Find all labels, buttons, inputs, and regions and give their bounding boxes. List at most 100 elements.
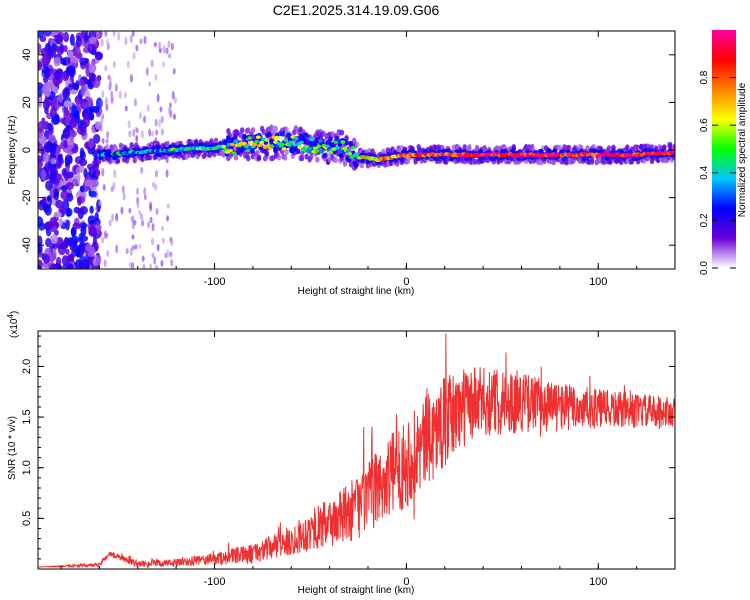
spectrogram-ridge-core: [252, 142, 258, 147]
colorbar: 0.0 0.2 0.4 0.6 0.8 Normalized spectral ampl…: [699, 30, 748, 275]
spectrogram-halo-cell: [566, 144, 572, 151]
spectrogram-noise-cell: [120, 206, 124, 215]
spectrogram-noise-cell: [47, 134, 56, 142]
spectrogram-ridge-core: [231, 151, 237, 155]
spectrogram-noise-cell: [171, 90, 175, 100]
snr-ytick-label: 1.5: [21, 409, 33, 424]
spectrogram-noise-cell: [84, 107, 93, 114]
spectrogram-noise-cell: [108, 81, 112, 89]
spectrogram-noise-cell: [106, 42, 110, 51]
spectrogram-halo-cell: [250, 127, 256, 134]
spectrogram-halo-cell: [276, 154, 282, 161]
spectrogram-noise-cell: [49, 234, 59, 244]
spectrogram-noise-cell: [57, 153, 62, 164]
spectrogram-halo-cell: [284, 149, 289, 156]
spectrogram-noise-cell: [38, 82, 44, 89]
spectrogram-noise-cell: [44, 107, 49, 115]
spectrogram-noise-cell: [56, 34, 64, 45]
spectrogram-noise-cell: [45, 86, 51, 98]
spectrogram-noise-cell: [102, 184, 106, 191]
spectrogram-ridge-core: [328, 150, 334, 155]
spectrogram-noise-cell: [115, 244, 119, 254]
snr-xtick-label: 100: [589, 576, 607, 588]
spectrogram-noise-cell: [143, 35, 147, 45]
spectrogram-noise-cell: [132, 128, 136, 138]
spectrogram-ridge-core: [243, 144, 249, 149]
spectrogram-noise-cell: [143, 194, 147, 200]
spectrogram-ridge-core: [335, 146, 341, 150]
spectrogram-noise-cell: [53, 211, 62, 218]
spectrogram-noise-cell: [111, 213, 115, 222]
spectrogram-noise-cell: [156, 93, 160, 103]
spectrogram-noise-cell: [63, 100, 73, 108]
spectrogram-noise-cell: [38, 31, 44, 39]
spectrogram-ridge-core: [242, 141, 247, 146]
spectrogram-noise-cell: [95, 254, 102, 266]
spectrogram-noise-cell: [38, 222, 46, 231]
spectrogram-noise-cell: [101, 167, 105, 177]
spectrogram-noise-cell: [128, 207, 132, 214]
figure-title: C2E1.2025.314.19.09.G06: [273, 2, 440, 18]
spectrogram-noise-cell: [135, 44, 139, 52]
spectrogram-noise-cell: [57, 45, 64, 56]
spectrogram-noise-cell: [118, 90, 122, 100]
colorbar-ticks: 0.0 0.2 0.4 0.6 0.8: [699, 70, 736, 275]
spectrogram-halo-cell: [256, 154, 262, 161]
spectrogram-noise-cell: [112, 61, 116, 69]
spectrogram-noise-cell: [138, 111, 142, 120]
spectrogram-ridge-cell: [273, 147, 278, 153]
spectrogram-ridge-core: [224, 150, 230, 154]
spectrogram-ridge-core: [316, 144, 322, 149]
spectrogram-halo-cell: [284, 126, 289, 133]
spectrogram-xtick-label: 100: [589, 276, 607, 288]
spectrogram-ytick-label: -20: [21, 190, 33, 206]
spectrogram-noise-cell: [154, 73, 158, 81]
spectrogram-halo-cell: [672, 143, 675, 150]
spectrogram-ridge-core: [228, 148, 234, 153]
spectrogram-noise-cell: [150, 130, 154, 137]
spectrogram-noise-cell: [149, 201, 153, 211]
snr-ytick-label: 1.0: [21, 460, 33, 475]
spectrogram-ridge-cell: [442, 155, 447, 161]
snr-xlabel: Height of straight line (km): [298, 585, 415, 596]
spectrogram-noise-cell: [160, 128, 164, 136]
spectrogram-noise-cell: [75, 246, 80, 258]
spectrogram-noise-cell: [54, 113, 60, 121]
spectrogram-noise-cell: [67, 83, 74, 91]
spectrogram-ridge-core: [304, 144, 310, 149]
colorbar-gradient: [712, 30, 736, 268]
colorbar-tick-label: 0.4: [699, 165, 710, 179]
spectrogram-ridge-core: [299, 140, 304, 145]
spectrogram-noise-cell: [58, 218, 63, 227]
spectrogram-ridge-cell: [325, 140, 331, 146]
spectrogram-noise-cell: [101, 90, 105, 98]
spectrogram-noise-cell: [67, 155, 73, 165]
spectrogram-noise-cell: [117, 31, 121, 41]
spectrogram-noise-cell: [80, 241, 86, 254]
spectrogram-noise-cell: [38, 143, 44, 154]
spectrogram-ridge-cell: [516, 155, 521, 162]
spectrogram-ridge-core: [273, 140, 278, 144]
spectrogram-halo-cell: [589, 156, 595, 163]
spectrogram-ridge-cell: [295, 148, 301, 154]
spectrogram-halo-cell: [551, 159, 556, 166]
spectrogram-noise-cell: [166, 215, 170, 222]
spectrogram-noise-cell: [138, 243, 142, 249]
spectrogram-noise-cell: [64, 207, 73, 217]
spectrogram-noise-cell: [87, 215, 96, 225]
spectrogram-noise-cell: [60, 190, 69, 201]
spectrogram-ylabel: Frequency (Hz): [7, 116, 18, 185]
spectrogram-noise-cell: [60, 57, 66, 65]
spectrogram-noise-cell: [38, 121, 44, 133]
spectrogram-noise-cell: [103, 230, 107, 240]
spectrogram-noise-cell: [113, 169, 117, 179]
spectrogram-halo-cell: [530, 143, 535, 150]
spectrogram-noise-cell: [131, 31, 135, 37]
spectrogram-noise-cell: [122, 192, 126, 201]
spectrogram-noise-cell: [54, 179, 60, 186]
spectrogram-noise-cell: [65, 182, 74, 190]
spectrogram-ridge-cell: [353, 162, 359, 168]
spectrogram-noise-cell: [172, 113, 176, 120]
spectrogram-ridge-cell: [348, 140, 353, 147]
spectrogram-noise-cell: [88, 36, 97, 45]
